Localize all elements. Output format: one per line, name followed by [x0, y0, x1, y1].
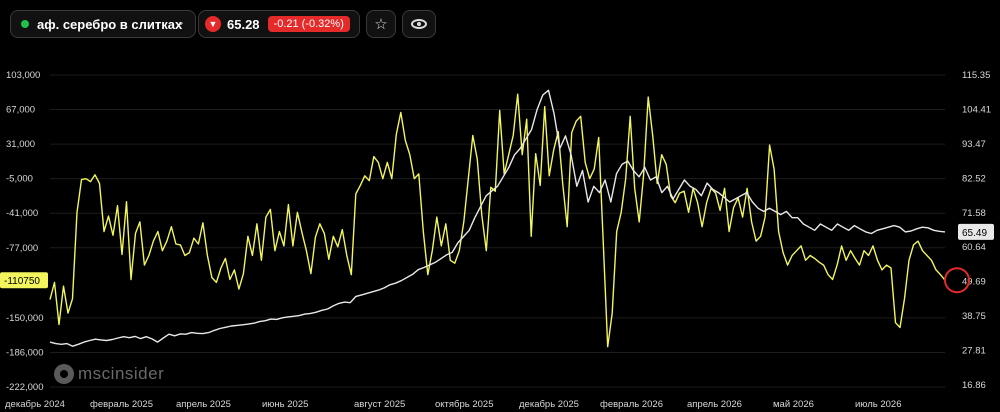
watermark: mscinsider [54, 364, 164, 384]
symbol-name: аф. серебро в слитках [37, 16, 183, 32]
status-dot [21, 20, 29, 28]
x-axis-tick-9: май 2026 [773, 399, 814, 410]
right-axis-tick-8: 27.81 [962, 346, 986, 357]
left-axis-tick-1: 67,000 [6, 105, 35, 116]
eye-icon [411, 19, 427, 29]
visibility-button[interactable] [402, 10, 436, 38]
chart-toolbar: аф. серебро в слитках ⌄ ▼ 65.28 -0.21 (-… [0, 0, 1000, 48]
right-axis-tick-6: 49.69 [962, 277, 986, 288]
last-price: 65.28 [227, 16, 260, 32]
price-change-badge: -0.21 (-0.32%) [267, 16, 350, 32]
right-axis-tick-1: 104.41 [962, 104, 991, 115]
left-axis-tick-2: 31,000 [6, 139, 35, 150]
highlight-circle [944, 267, 970, 294]
triangle-down-icon: ▼ [205, 16, 221, 32]
x-axis-tick-3: июнь 2025 [262, 399, 308, 410]
left-axis-tick-5: -77,000 [6, 243, 38, 254]
price-display: ▼ 65.28 -0.21 (-0.32%) [198, 10, 360, 38]
right-axis-tick-7: 38.75 [962, 311, 986, 322]
x-axis-tick-8: апрель 2026 [687, 399, 742, 410]
chevron-down-icon: ⌄ [176, 17, 185, 28]
left-axis-tick-7: -186,000 [6, 347, 44, 358]
left-axis-tick-4: -41,000 [6, 208, 38, 219]
right-axis-tick-5: 60.64 [962, 242, 986, 253]
series-line-1 [49, 89, 946, 347]
right-axis-tick-2: 93.47 [962, 139, 986, 150]
symbol-selector[interactable]: аф. серебро в слитках ⌄ [10, 10, 196, 38]
star-icon: ☆ [374, 16, 388, 33]
left-current-value-badge [0, 272, 48, 289]
x-axis-tick-7: февраль 2026 [600, 399, 663, 410]
left-axis-tick-3: -5,000 [6, 174, 33, 185]
left-axis-tick-8: -222,000 [6, 382, 44, 393]
x-axis-tick-2: апрель 2025 [176, 399, 231, 410]
right-current-value-label: 65.49 [962, 228, 987, 239]
x-axis-tick-1: февраль 2025 [90, 399, 153, 410]
favorite-button[interactable]: ☆ [366, 10, 396, 38]
x-axis-tick-4: август 2025 [354, 399, 405, 410]
x-axis-tick-5: октябрь 2025 [435, 399, 494, 410]
series-line-0 [49, 93, 946, 348]
right-axis-tick-3: 82.52 [962, 173, 986, 184]
x-axis-tick-0: декабрь 2024 [5, 399, 65, 410]
right-axis-tick-4: 71.58 [962, 208, 986, 219]
left-axis-tick-0: 103,000 [6, 70, 40, 81]
watermark-text: mscinsider [78, 364, 165, 383]
x-axis-tick-6: декабрь 2025 [519, 399, 579, 410]
right-axis-tick-0: 115.35 [962, 70, 990, 81]
left-current-value-label: -110750 [4, 276, 40, 287]
x-axis-tick-10: июль 2026 [855, 399, 902, 410]
right-current-value-badge [958, 223, 994, 240]
right-axis-tick-9: 16.86 [962, 380, 986, 391]
left-axis-tick-6: -150,000 [6, 313, 44, 324]
logo-icon [54, 364, 74, 384]
